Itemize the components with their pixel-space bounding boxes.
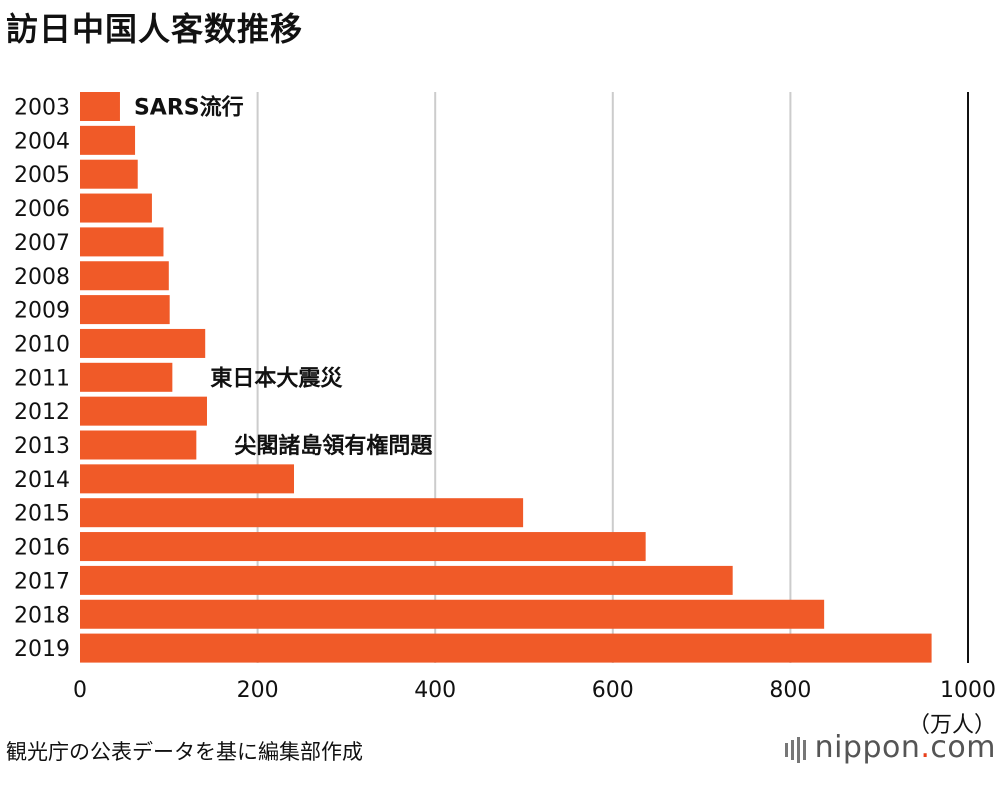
- brand-logo: nippon.com: [784, 730, 996, 766]
- bar-2005: [80, 159, 138, 189]
- chart-title: 訪日中国人客数推移: [6, 10, 304, 48]
- source-note: 観光庁の公表データを基に編集部作成: [6, 740, 363, 764]
- bar-2017: [80, 565, 733, 595]
- bar-2016: [80, 532, 646, 562]
- year-label-2015: 2015: [14, 502, 70, 527]
- bar-2014: [80, 464, 295, 494]
- annotation-2011: 東日本大震災: [210, 366, 343, 391]
- x-tick-label-200: 200: [237, 678, 279, 703]
- bar-2008: [80, 261, 169, 291]
- x-tick-label-400: 400: [414, 678, 456, 703]
- bar-2009: [80, 295, 170, 325]
- x-tick-label-600: 600: [592, 678, 634, 703]
- brand-name: nippon: [814, 730, 921, 765]
- year-label-2010: 2010: [14, 332, 70, 357]
- bar-2007: [80, 227, 164, 257]
- year-label-2019: 2019: [14, 637, 70, 662]
- year-label-2003: 2003: [14, 96, 70, 121]
- brand-bars-icon: [784, 731, 809, 766]
- year-label-2007: 2007: [14, 231, 70, 256]
- bar-2003: [80, 92, 120, 121]
- year-label-2011: 2011: [14, 366, 70, 391]
- year-label-2006: 2006: [14, 197, 70, 222]
- annotation-2013: 尖閣諸島領有権問題: [234, 433, 433, 459]
- brand-tld: com: [930, 730, 996, 765]
- year-label-2017: 2017: [14, 569, 70, 594]
- bar-2018: [80, 599, 825, 629]
- annotation-2003: SARS流行: [134, 95, 244, 121]
- bar-2012: [80, 396, 207, 426]
- year-label-2009: 2009: [14, 299, 70, 324]
- x-tick-label-800: 800: [769, 678, 811, 703]
- year-label-2008: 2008: [14, 265, 70, 290]
- brand-dot: .: [920, 730, 931, 765]
- year-label-2016: 2016: [14, 536, 70, 561]
- year-label-2005: 2005: [14, 163, 70, 188]
- year-label-2018: 2018: [14, 603, 70, 628]
- bar-2004: [80, 125, 136, 155]
- year-label-2014: 2014: [14, 468, 70, 493]
- unit-label: （万人）: [908, 713, 996, 738]
- x-tick-label-1000: 1000: [940, 678, 996, 703]
- bar-2019: [80, 633, 932, 663]
- year-label-2013: 2013: [14, 434, 70, 459]
- bar-2010: [80, 328, 206, 358]
- bar-2015: [80, 498, 524, 528]
- bar-2006: [80, 193, 152, 223]
- year-label-2012: 2012: [14, 400, 70, 425]
- year-label-2004: 2004: [14, 129, 70, 154]
- bar-2013: [80, 430, 197, 460]
- x-tick-label-0: 0: [73, 678, 87, 703]
- bar-2011: [80, 362, 173, 392]
